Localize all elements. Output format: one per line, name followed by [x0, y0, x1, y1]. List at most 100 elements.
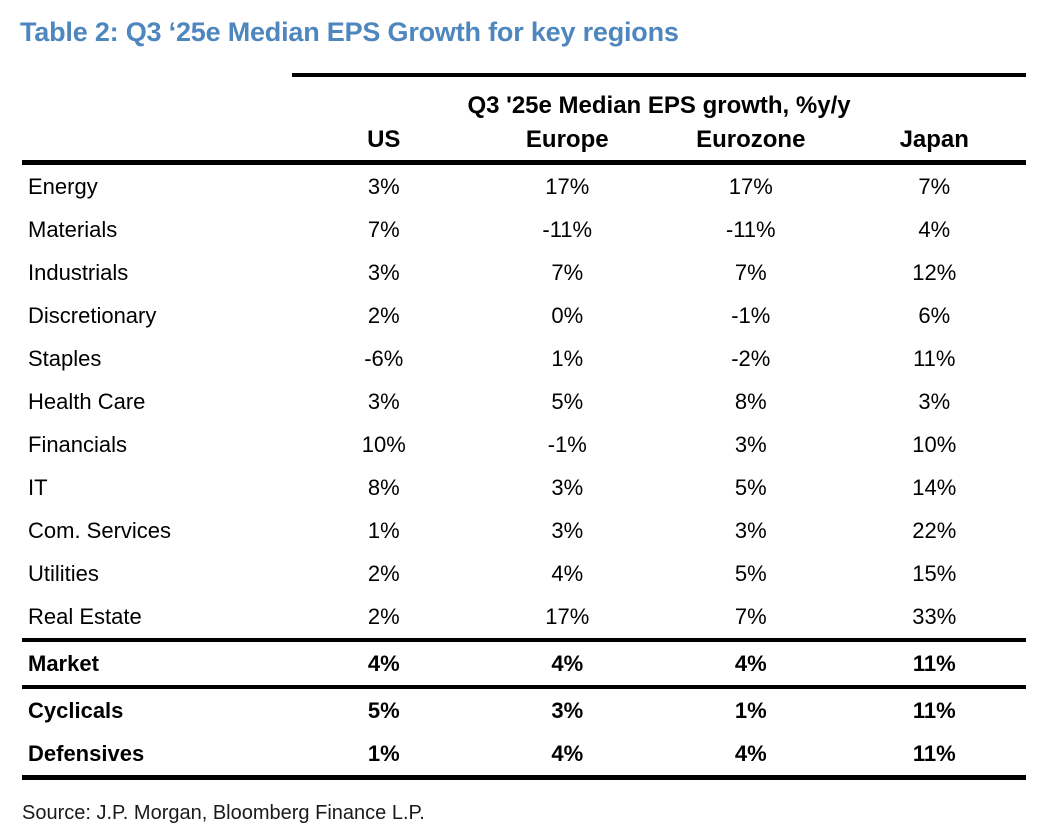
cell-com-services-europe: 3% [551, 517, 584, 543]
cell-real-estate-europe: 17% [545, 603, 590, 629]
cell-defensives-japan: 11% [912, 740, 956, 766]
row-label-real-estate: Real Estate [28, 603, 142, 629]
table-row-market: Market 4% 4% 4% 11% [22, 640, 1027, 687]
cell-cyclicals-eurozone: 1% [734, 697, 767, 723]
column-header-europe: Europe [475, 123, 659, 165]
row-label-market: Market [28, 650, 99, 676]
table-row-cyclicals: Cyclicals 5% 3% 1% 11% [22, 687, 1026, 732]
cell-cyclicals-japan: 11% [912, 697, 956, 723]
sector-rows: Energy 3% 17% 17% 7% Materials 7% -11% -11% 4% Ind… [22, 163, 1026, 641]
row-label-financials: Financials [28, 431, 128, 457]
cell-utilities-eurozone: 5% [734, 560, 767, 586]
table-row-energy: Energy 3% 17% 17% 7% [22, 163, 1026, 209]
row-label-health-care: Health Care [28, 388, 146, 414]
cell-energy-japan: 7% [918, 173, 951, 199]
cell-cyclicals-europe: 3% [551, 697, 584, 723]
cell-energy-europe: 17% [545, 173, 590, 199]
cell-industrials-us: 3% [367, 259, 400, 285]
corner-cell [22, 75, 292, 123]
row-label-energy: Energy [28, 173, 98, 199]
cell-com-services-japan: 22% [912, 517, 957, 543]
cell-it-europe: 3% [551, 474, 584, 500]
cell-it-japan: 14% [912, 474, 957, 500]
table-header: Q3 '25e Median EPS growth, %y/y US Europe… [22, 73, 1027, 165]
cell-staples-japan: 11% [913, 345, 956, 371]
group-header-row: Q3 '25e Median EPS growth, %y/y [22, 73, 1027, 123]
cell-materials-eurozone: -11% [725, 216, 776, 242]
cell-discretionary-eurozone: -1% [731, 302, 771, 328]
cell-financials-us: 10% [361, 431, 406, 457]
row-label-utilities: Utilities [28, 560, 99, 586]
cell-discretionary-europe: 0% [551, 302, 584, 328]
source-note: Source: J.P. Morgan, Bloomberg Finance L… [22, 802, 425, 824]
cell-defensives-europe: 4% [551, 740, 584, 766]
column-header-row: US Europe Eurozone Japan [22, 123, 1027, 165]
table-row-it: IT 8% 3% 5% 14% [22, 466, 1026, 509]
row-label-industrials: Industrials [28, 259, 129, 285]
cell-staples-us: -6% [364, 345, 404, 371]
cell-real-estate-japan: 33% [912, 603, 957, 629]
cell-health-care-eurozone: 8% [734, 388, 767, 414]
cell-financials-eurozone: 3% [734, 431, 767, 457]
cell-industrials-eurozone: 7% [734, 259, 767, 285]
market-row-group: Market 4% 4% 4% 11% [22, 640, 1027, 687]
table-row-utilities: Utilities 2% 4% 5% 15% [22, 552, 1026, 595]
table-title: Table 2: Q3 ‘25e Median EPS Growth for k… [20, 17, 679, 47]
table-row-materials: Materials 7% -11% -11% 4% [22, 208, 1026, 251]
cell-energy-eurozone: 17% [728, 173, 773, 199]
table-row-defensives: Defensives 1% 4% 4% 11% [22, 732, 1026, 778]
cell-staples-eurozone: -2% [731, 345, 771, 371]
cell-discretionary-us: 2% [367, 302, 400, 328]
cell-it-us: 8% [367, 474, 400, 500]
row-label-cyclicals: Cyclicals [28, 697, 124, 723]
cell-health-care-us: 3% [367, 388, 400, 414]
cell-health-care-europe: 5% [551, 388, 584, 414]
summary-rows: Cyclicals 5% 3% 1% 11% Defensives 1% 4% 4% 11% [22, 687, 1027, 778]
cell-it-eurozone: 5% [734, 474, 767, 500]
cell-staples-europe: 1% [551, 345, 584, 371]
row-label-com-services: Com. Services [28, 517, 172, 543]
eps-growth-table: Q3 '25e Median EPS growth, %y/y US Europe… [22, 73, 1027, 780]
column-header-eurozone: Eurozone [659, 123, 843, 165]
cell-industrials-japan: 12% [912, 259, 957, 285]
table-row-industrials: Industrials 3% 7% 7% 12% [22, 251, 1026, 294]
row-label-it: IT [28, 474, 48, 500]
cell-real-estate-eurozone: 7% [734, 603, 767, 629]
group-header: Q3 '25e Median EPS growth, %y/y [292, 73, 1027, 123]
cell-market-europe: 4% [551, 650, 584, 676]
table-row-discretionary: Discretionary 2% 0% -1% 6% [22, 294, 1026, 337]
cell-industrials-europe: 7% [551, 259, 584, 285]
column-header-japan: Japan [842, 123, 1027, 165]
cell-market-us: 4% [367, 650, 400, 676]
cell-cyclicals-us: 5% [367, 697, 400, 723]
cell-real-estate-us: 2% [367, 603, 400, 629]
cell-materials-us: 7% [367, 216, 400, 242]
cell-financials-japan: 10% [912, 431, 957, 457]
table-row-staples: Staples -6% 1% -2% 11% [22, 337, 1026, 380]
cell-com-services-eurozone: 3% [734, 517, 767, 543]
cell-defensives-eurozone: 4% [734, 740, 767, 766]
cell-utilities-japan: 15% [912, 560, 957, 586]
table-row-health-care: Health Care 3% 5% 8% 3% [22, 380, 1026, 423]
row-label-discretionary: Discretionary [28, 302, 157, 328]
corner-cell [22, 123, 292, 165]
cell-discretionary-japan: 6% [918, 302, 951, 328]
table-row-com-services: Com. Services 1% 3% 3% 22% [22, 509, 1026, 552]
cell-market-eurozone: 4% [734, 650, 767, 676]
column-header-us: US [292, 123, 476, 165]
cell-defensives-us: 1% [367, 740, 400, 766]
row-label-defensives: Defensives [28, 740, 145, 766]
cell-market-japan: 11% [912, 650, 956, 676]
cell-energy-us: 3% [367, 173, 400, 199]
row-label-staples: Staples [28, 345, 102, 371]
table-row-real-estate: Real Estate 2% 17% 7% 33% [22, 595, 1026, 640]
cell-utilities-europe: 4% [551, 560, 584, 586]
cell-materials-japan: 4% [918, 216, 951, 242]
cell-health-care-japan: 3% [918, 388, 951, 414]
table-row-financials: Financials 10% -1% 3% 10% [22, 423, 1026, 466]
row-label-materials: Materials [28, 216, 118, 242]
cell-financials-europe: -1% [547, 431, 587, 457]
cell-materials-europe: -11% [542, 216, 593, 242]
cell-com-services-us: 1% [367, 517, 400, 543]
